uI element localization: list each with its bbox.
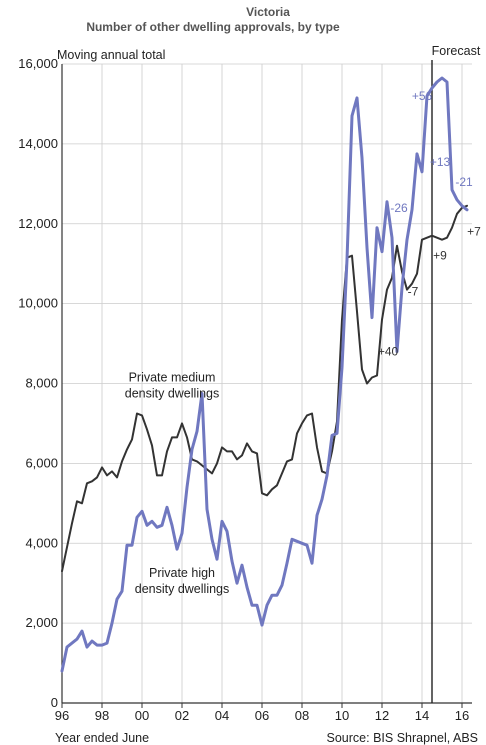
x-tick-label: 02: [175, 708, 189, 723]
forecast-label: Forecast: [432, 44, 481, 58]
x-tick-label: 16: [455, 708, 469, 723]
axes: [61, 60, 472, 708]
annotation-high: +56: [412, 89, 433, 103]
y-tick-label: 14,000: [18, 136, 58, 151]
y-tick-label: 12,000: [18, 216, 58, 231]
change-annotations: +40 -7 +9 +7 -26 +56 +13 -21: [378, 89, 481, 359]
x-tick-label: 14: [415, 708, 429, 723]
x-tick-label: 06: [255, 708, 269, 723]
x-tick-label: 08: [295, 708, 309, 723]
annotation-medium: -7: [408, 285, 419, 299]
chart-subtitle: Number of other dwelling approvals, by t…: [86, 20, 340, 34]
y-axis-label: Moving annual total: [57, 48, 165, 62]
x-tick-label: 98: [95, 708, 109, 723]
annotation-high: -21: [455, 175, 473, 189]
annotation-high: +13: [430, 155, 451, 169]
y-tick-label: 0: [51, 695, 58, 710]
series-line-medium: [61, 204, 468, 573]
y-tick-label: 10,000: [18, 296, 58, 311]
annotation-high: -26: [390, 201, 408, 215]
series-labels: Private medium density dwellings Private h…: [125, 371, 230, 597]
chart-title: Victoria: [246, 5, 290, 19]
tick-labels: 0 2,000 4,000 6,000 8,000 10,000 12,000 14,000 1…: [18, 56, 469, 723]
y-tick-label: 4,000: [25, 535, 58, 550]
annotation-medium: +40: [378, 345, 399, 359]
annotation-medium: +7: [467, 225, 481, 239]
x-tick-label: 12: [375, 708, 389, 723]
series-line-high: [60, 76, 469, 673]
gridlines: [62, 63, 472, 703]
x-tick-label: 00: [135, 708, 149, 723]
series-label-high: density dwellings: [135, 582, 230, 596]
x-tick-label: 04: [215, 708, 229, 723]
source-note: Source: BIS Shrapnel, ABS: [327, 731, 478, 745]
series-label-high: Private high: [149, 566, 215, 580]
series-label-medium: Private medium: [129, 371, 216, 385]
y-tick-label: 16,000: [18, 56, 58, 71]
annotation-medium: +9: [433, 249, 447, 263]
series-label-medium: density dwellings: [125, 387, 220, 401]
x-tick-label: 96: [55, 708, 69, 723]
series-lines: [60, 76, 469, 673]
x-axis-label: Year ended June: [55, 731, 149, 745]
x-tick-label: 10: [335, 708, 349, 723]
y-tick-label: 6,000: [25, 455, 58, 470]
y-tick-label: 8,000: [25, 376, 58, 391]
y-tick-label: 2,000: [25, 615, 58, 630]
